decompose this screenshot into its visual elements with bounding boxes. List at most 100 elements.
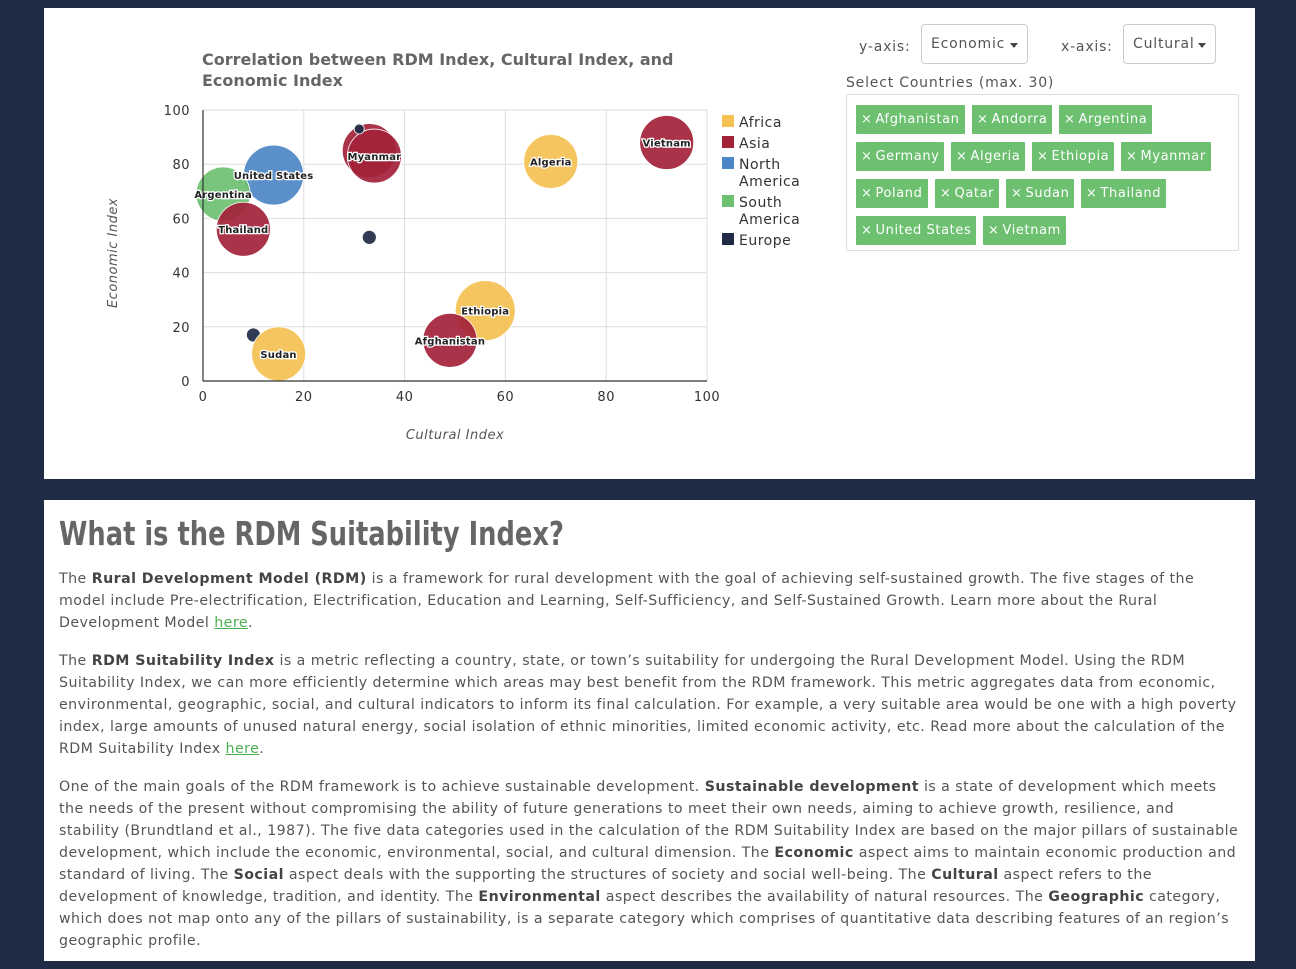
bubble-label: Sudan bbox=[260, 350, 296, 361]
y-tick-label: 40 bbox=[172, 267, 190, 282]
p3-text-3: aspect deals with the supporting the str… bbox=[283, 867, 932, 883]
bubble-label: Algeria bbox=[530, 157, 572, 168]
y-tick-label: 80 bbox=[172, 158, 190, 173]
country-tag[interactable]: × Ethiopia bbox=[1032, 142, 1115, 171]
remove-tag-icon[interactable]: × bbox=[977, 112, 989, 127]
bubble-algeria[interactable] bbox=[523, 134, 579, 189]
bubble-thailand[interactable] bbox=[215, 201, 271, 257]
chevron-down-icon bbox=[1010, 43, 1018, 48]
country-tag[interactable]: × Andorra bbox=[972, 105, 1053, 134]
remove-tag-icon[interactable]: × bbox=[1064, 112, 1076, 127]
legend-label[interactable]: America bbox=[739, 174, 800, 190]
remove-tag-icon[interactable]: × bbox=[940, 186, 952, 201]
country-tag-label: Vietnam bbox=[1002, 223, 1061, 238]
p3-text-0: One of the main goals of the RDM framewo… bbox=[59, 779, 705, 795]
p3-text-5: aspect describes the availability of nat… bbox=[600, 889, 1049, 905]
y-tick-label: 0 bbox=[181, 375, 190, 390]
p3-bold-sustainable: Sustainable development bbox=[704, 779, 920, 795]
country-multiselect[interactable]: × Afghanistan × Andorra × Argentina × Germany × A… bbox=[846, 94, 1239, 251]
remove-tag-icon[interactable]: × bbox=[861, 223, 873, 238]
bubble-vietnam[interactable] bbox=[639, 115, 695, 170]
p1-text-0: The bbox=[59, 571, 92, 587]
paragraph-index: The RDM Suitability Index is a metric re… bbox=[59, 650, 1239, 760]
country-tag[interactable]: × Vietnam bbox=[983, 216, 1066, 245]
p1-text-1: is a framework for rural development wit… bbox=[59, 571, 1195, 631]
country-tag[interactable]: × Sudan bbox=[1006, 179, 1075, 208]
bubble-united-states[interactable] bbox=[243, 144, 304, 206]
remove-tag-icon[interactable]: × bbox=[861, 186, 873, 201]
p2-text-2: . bbox=[259, 741, 265, 757]
p3-bold-geographic: Geographic bbox=[1048, 889, 1145, 905]
bubble-europe[interactable] bbox=[353, 123, 365, 135]
country-tag[interactable]: × United States bbox=[856, 216, 977, 245]
p2-text-1: is a metric reflecting a country, state,… bbox=[59, 653, 1237, 757]
legend-swatch bbox=[722, 195, 734, 207]
country-tag[interactable]: × Algeria bbox=[951, 142, 1026, 171]
chart-bubble-labels: Vietnam Algeria Myanmar United States Argent… bbox=[193, 137, 692, 362]
index-here-link[interactable]: here bbox=[225, 741, 260, 757]
remove-tag-icon[interactable]: × bbox=[1086, 186, 1098, 201]
legend-label[interactable]: America bbox=[739, 212, 800, 228]
country-tag[interactable]: × Thailand bbox=[1081, 179, 1167, 208]
country-tag-label: Argentina bbox=[1078, 112, 1148, 127]
legend-label[interactable]: Asia bbox=[739, 136, 770, 152]
paragraph-sustainability: One of the main goals of the RDM framewo… bbox=[59, 776, 1239, 952]
legend-label[interactable]: South bbox=[739, 195, 782, 211]
p3-bold-environmental: Environmental bbox=[478, 889, 601, 905]
p2-text-0: The bbox=[59, 653, 92, 669]
x-axis-label: x-axis: bbox=[1061, 39, 1113, 55]
x-tick-label: 100 bbox=[694, 390, 720, 405]
x-tick-label: 40 bbox=[396, 390, 414, 405]
bubble-label: Vietnam bbox=[643, 139, 691, 150]
country-tag[interactable]: × Myanmar bbox=[1121, 142, 1211, 171]
bubble-label: Afghanistan bbox=[415, 336, 485, 347]
legend-label[interactable]: Europe bbox=[739, 233, 791, 249]
country-tag-label: Thailand bbox=[1100, 186, 1162, 201]
country-tag-label: Myanmar bbox=[1140, 149, 1206, 164]
remove-tag-icon[interactable]: × bbox=[1011, 186, 1023, 201]
remove-tag-icon[interactable]: × bbox=[861, 149, 873, 164]
legend-label[interactable]: North bbox=[739, 157, 781, 173]
bubble-label: United States bbox=[234, 171, 314, 182]
p3-text-6: category, which does not map onto any of… bbox=[59, 889, 1230, 949]
bubble-chart: Vietnam Algeria Myanmar United States Argent… bbox=[106, 50, 800, 443]
y-tick-label: 60 bbox=[172, 212, 190, 227]
section-heading: What is the RDM Suitability Index? bbox=[59, 514, 564, 553]
remove-tag-icon[interactable]: × bbox=[1037, 149, 1049, 164]
y-axis-label: y-axis: bbox=[859, 39, 911, 55]
x-tick-label: 80 bbox=[597, 390, 615, 405]
bubble-myanmar[interactable] bbox=[346, 128, 402, 184]
remove-tag-icon[interactable]: × bbox=[988, 223, 1000, 238]
x-axis-select-value: Cultural bbox=[1133, 36, 1195, 52]
country-tag-label: Qatar bbox=[954, 186, 995, 201]
info-panel: What is the RDM Suitability Index? The R… bbox=[44, 500, 1255, 961]
y-axis-select[interactable]: Economic bbox=[921, 24, 1028, 64]
bubble-label: Argentina bbox=[194, 190, 252, 201]
x-axis-title: Cultural Index bbox=[406, 428, 504, 443]
rdm-here-link[interactable]: here bbox=[214, 615, 249, 631]
country-tag[interactable]: × Afghanistan bbox=[856, 105, 965, 134]
country-tag[interactable]: × Argentina bbox=[1059, 105, 1153, 134]
p1-text-2: . bbox=[248, 615, 253, 631]
legend-swatch bbox=[722, 115, 734, 127]
country-tag[interactable]: × Poland bbox=[856, 179, 928, 208]
chart-bubbles bbox=[195, 115, 695, 382]
y-tick-label: 100 bbox=[164, 104, 190, 119]
y-axis-title: Economic Index bbox=[106, 198, 121, 308]
legend-label[interactable]: Africa bbox=[739, 115, 782, 131]
bubble-europe[interactable] bbox=[361, 229, 377, 245]
country-tag-label: Afghanistan bbox=[875, 112, 960, 127]
country-tag[interactable]: × Germany bbox=[856, 142, 945, 171]
chart-title-line-1: Correlation between RDM Index, Cultural … bbox=[202, 50, 674, 69]
remove-tag-icon[interactable]: × bbox=[1126, 149, 1138, 164]
country-tag-label: Andorra bbox=[991, 112, 1048, 127]
remove-tag-icon[interactable]: × bbox=[956, 149, 968, 164]
remove-tag-icon[interactable]: × bbox=[861, 112, 873, 127]
y-tick-label: 20 bbox=[172, 321, 190, 336]
country-tag-label: Sudan bbox=[1025, 186, 1070, 201]
legend-swatch bbox=[722, 157, 734, 169]
x-tick-label: 0 bbox=[199, 390, 208, 405]
x-axis-select[interactable]: Cultural bbox=[1123, 24, 1216, 64]
bubble-afghanistan[interactable] bbox=[422, 312, 478, 368]
country-tag[interactable]: × Qatar bbox=[935, 179, 1000, 208]
